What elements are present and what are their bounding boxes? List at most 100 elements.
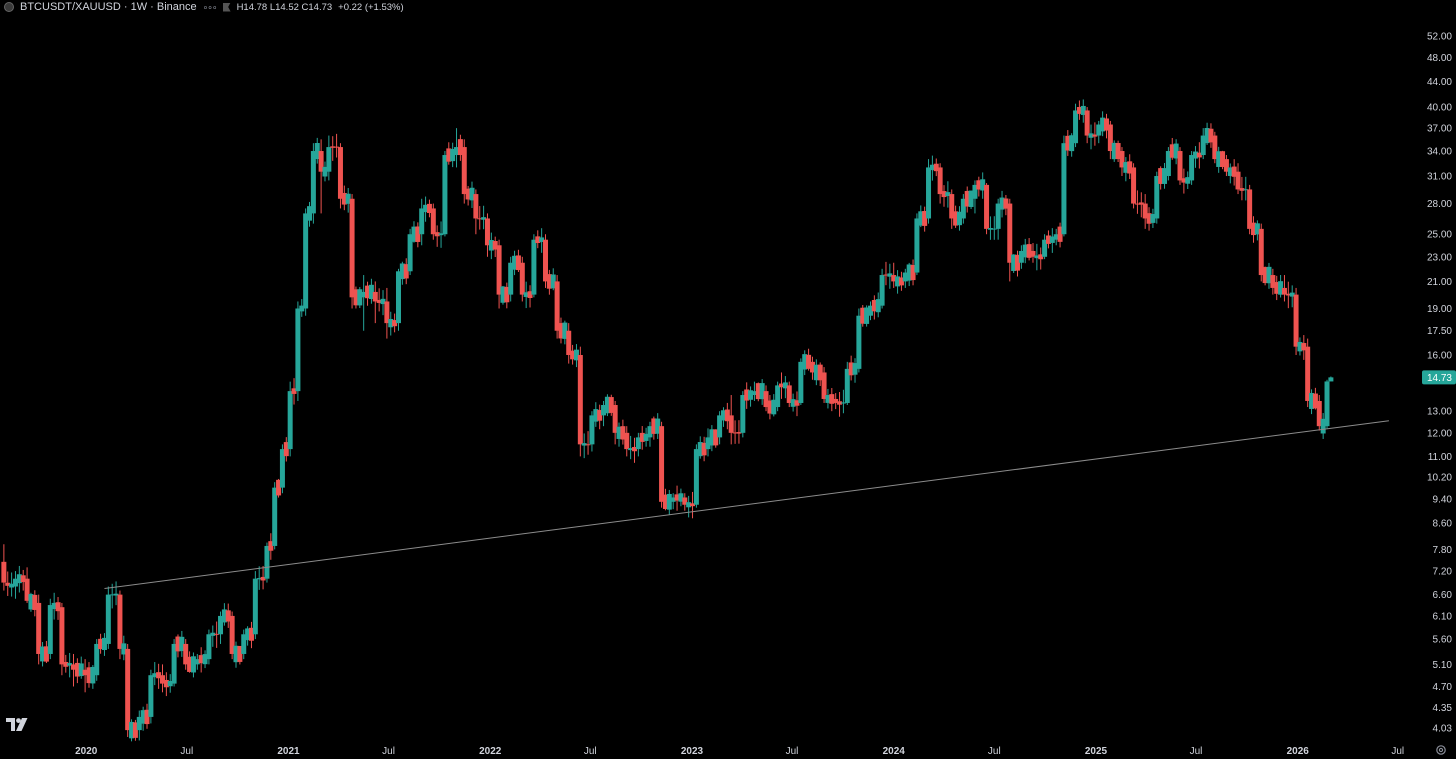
candle xyxy=(1189,151,1195,185)
candle xyxy=(813,359,819,386)
candle xyxy=(1278,275,1284,298)
candle xyxy=(218,611,224,644)
candle xyxy=(1107,120,1113,160)
candle xyxy=(597,404,603,430)
candle xyxy=(221,603,227,626)
candle xyxy=(744,382,750,409)
candle xyxy=(1185,171,1191,189)
y-tick-label: 28.00 xyxy=(1427,199,1452,210)
candle xyxy=(887,263,893,289)
candle xyxy=(848,355,854,381)
candle xyxy=(558,317,564,344)
candle xyxy=(1080,99,1086,123)
candle xyxy=(330,136,336,161)
candle xyxy=(225,603,231,628)
candle xyxy=(372,281,378,324)
y-tick-label: 40.00 xyxy=(1427,103,1452,114)
candle xyxy=(403,258,409,285)
candle xyxy=(895,270,901,294)
candle xyxy=(1312,387,1318,410)
trendline[interactable] xyxy=(104,420,1389,590)
x-tick-label: Jul xyxy=(988,746,1001,757)
symbol-title[interactable]: BTCUSDT/XAUUSD · 1W · Binance xyxy=(20,1,197,13)
candle xyxy=(399,261,405,285)
candle xyxy=(376,288,382,312)
time-axis[interactable]: 2020 Jul 2021 Jul 2022 Jul 2023 Jul 2024 Jul 2025 J… xyxy=(75,746,1404,757)
candle xyxy=(972,180,978,214)
candle xyxy=(1243,176,1249,201)
flag-icon[interactable] xyxy=(222,2,231,12)
candle xyxy=(550,268,556,291)
candle xyxy=(430,203,436,240)
change-value: +0.22 (+1.53%) xyxy=(338,1,404,13)
more-dots-icon[interactable]: ∘∘∘ xyxy=(202,1,218,12)
candle xyxy=(1042,234,1048,260)
tradingview-logo-icon[interactable] xyxy=(6,718,28,732)
candle xyxy=(860,305,866,327)
candle xyxy=(852,358,858,383)
candle xyxy=(1022,238,1028,264)
candle xyxy=(1127,154,1133,179)
y-tick-label: 52.00 xyxy=(1427,32,1452,43)
candle xyxy=(446,142,452,165)
gear-icon[interactable] xyxy=(1435,744,1447,756)
candle xyxy=(937,163,943,204)
candle xyxy=(527,285,533,308)
y-tick-label: 17.50 xyxy=(1427,326,1452,337)
candle xyxy=(790,393,796,412)
candle xyxy=(86,662,92,688)
candle xyxy=(798,358,804,406)
candle xyxy=(635,432,641,457)
candle xyxy=(156,663,162,689)
candles-layer xyxy=(1,99,1334,742)
candle xyxy=(1216,146,1222,173)
candle xyxy=(16,565,22,593)
candle xyxy=(465,185,471,206)
candle xyxy=(910,259,916,286)
candle xyxy=(392,313,398,333)
candle xyxy=(380,290,386,316)
candle xyxy=(732,420,738,444)
candle xyxy=(175,634,181,658)
candle xyxy=(1073,103,1079,148)
price-axis[interactable]: 52.00 48.00 44.00 40.00 37.00 34.00 31.00 28.00… xyxy=(1422,32,1456,735)
candle xyxy=(233,641,239,668)
candle xyxy=(237,645,243,665)
candle xyxy=(55,597,61,620)
y-tick-label: 48.00 xyxy=(1427,53,1452,64)
y-tick-label: 7.20 xyxy=(1433,567,1453,578)
candle xyxy=(523,281,529,309)
candle xyxy=(987,216,993,240)
candle xyxy=(63,654,69,673)
candle xyxy=(670,493,676,510)
candle xyxy=(477,206,483,230)
candle xyxy=(620,419,626,445)
candle xyxy=(512,250,518,276)
candle xyxy=(980,172,986,199)
candle xyxy=(395,268,401,331)
candle xyxy=(1049,228,1055,253)
candle xyxy=(651,416,657,440)
candle xyxy=(941,185,947,207)
candle xyxy=(751,381,757,401)
candle xyxy=(303,208,309,316)
y-tick-label: 13.00 xyxy=(1427,407,1452,418)
y-tick-label: 7.80 xyxy=(1433,545,1453,556)
candle xyxy=(1254,220,1260,241)
y-tick-label: 4.35 xyxy=(1433,703,1453,714)
candle xyxy=(720,407,726,427)
candle xyxy=(786,381,792,408)
candle xyxy=(914,213,920,276)
candle xyxy=(736,420,742,444)
candle xyxy=(283,437,289,462)
candle xyxy=(183,639,189,670)
candle xyxy=(1119,147,1125,177)
candle xyxy=(307,201,313,227)
candle xyxy=(365,281,371,306)
candle xyxy=(469,181,475,208)
candle xyxy=(295,301,301,401)
candle xyxy=(287,381,293,457)
candle xyxy=(546,269,552,295)
x-tick-label: Jul xyxy=(180,746,193,757)
